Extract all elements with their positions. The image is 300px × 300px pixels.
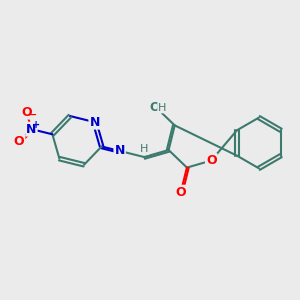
Text: −: −: [27, 110, 37, 120]
Text: O: O: [149, 101, 160, 114]
Text: O: O: [176, 186, 186, 199]
Text: O: O: [21, 106, 32, 118]
Text: O: O: [206, 154, 217, 167]
Text: N: N: [26, 123, 37, 136]
Text: +: +: [32, 120, 40, 130]
Text: N: N: [115, 144, 125, 158]
Text: H: H: [140, 145, 148, 154]
Text: N: N: [89, 116, 100, 129]
Text: H: H: [158, 103, 166, 113]
Text: O: O: [14, 135, 25, 148]
